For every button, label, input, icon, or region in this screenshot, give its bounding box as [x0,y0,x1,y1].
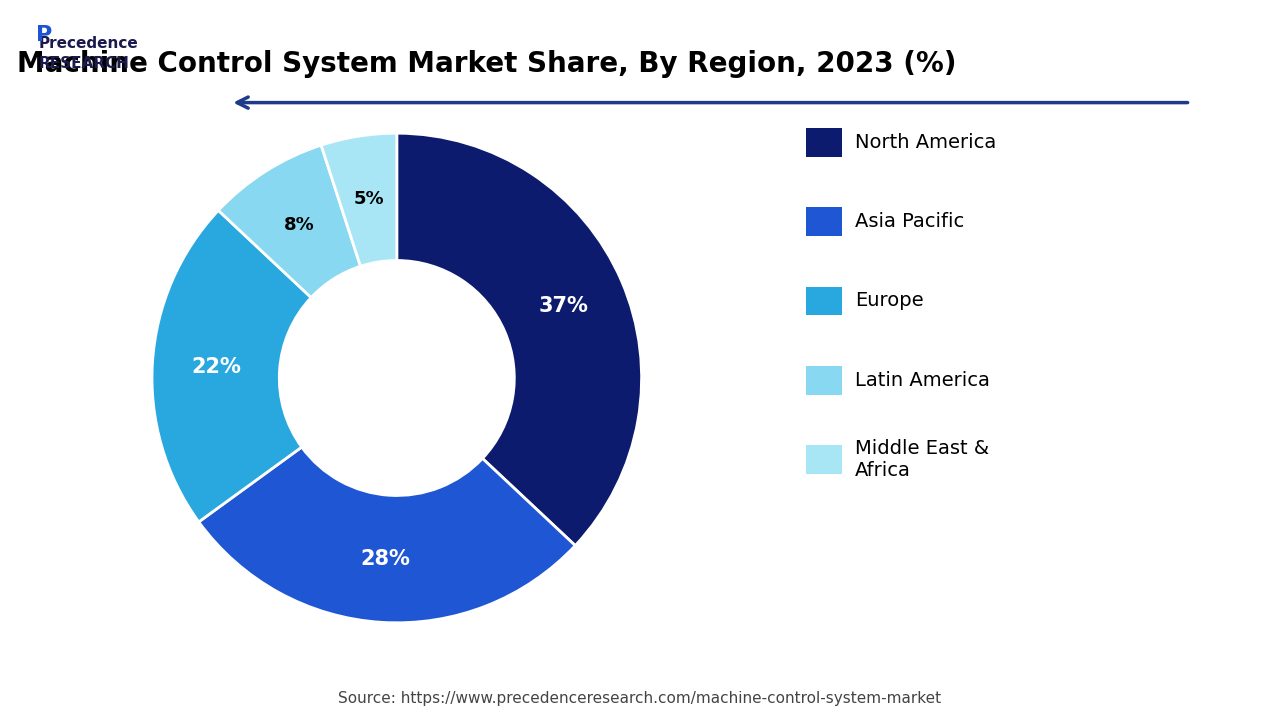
Wedge shape [397,133,641,546]
Text: Machine Control System Market Share, By Region, 2023 (%): Machine Control System Market Share, By … [17,50,956,78]
Wedge shape [321,133,397,266]
Text: 22%: 22% [191,356,241,377]
Wedge shape [152,210,311,522]
Text: Precedence
RESEARCH: Precedence RESEARCH [38,36,138,71]
Text: Source: https://www.precedenceresearch.com/machine-control-system-market: Source: https://www.precedenceresearch.c… [338,690,942,706]
Wedge shape [198,447,575,623]
Text: Europe: Europe [855,292,924,310]
Text: Asia Pacific: Asia Pacific [855,212,964,231]
Text: North America: North America [855,133,996,152]
Text: 37%: 37% [538,296,588,316]
Wedge shape [219,145,361,297]
Text: 8%: 8% [284,216,315,234]
Text: 5%: 5% [353,190,384,208]
Text: Latin America: Latin America [855,371,989,390]
Text: 28%: 28% [361,549,411,569]
Text: P: P [36,25,52,45]
Text: Middle East &
Africa: Middle East & Africa [855,439,989,480]
